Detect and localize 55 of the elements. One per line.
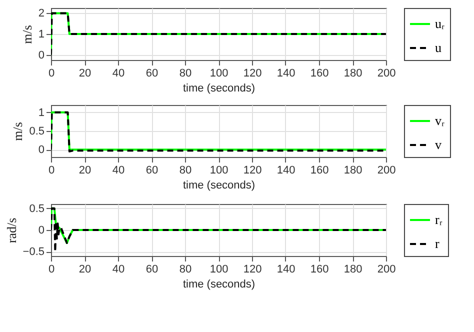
x-tick-label: 180: [344, 68, 362, 80]
y-tick-label: 0: [38, 224, 44, 236]
y-tick-label: 0: [38, 144, 44, 156]
x-tick-label: 20: [78, 264, 92, 276]
x-tick-label: 0: [48, 164, 55, 176]
x-tick-label: 0: [48, 264, 55, 276]
x-axis-title: time (seconds): [182, 82, 256, 94]
x-tick-label: 20: [78, 164, 92, 176]
x-tick-label: 60: [146, 164, 158, 176]
x-tick-label: 140: [276, 264, 296, 276]
x-tick-label: 200: [377, 68, 396, 80]
x-tick-label: 80: [179, 68, 192, 80]
x-tick-label: 20: [78, 68, 92, 80]
x-tick-label: 160: [310, 68, 329, 80]
y-axis-title: m/s: [19, 25, 34, 44]
legend-label: rᵣ: [435, 212, 442, 227]
x-tick-label: 120: [243, 68, 262, 80]
x-tick-label: 60: [146, 264, 158, 276]
legend-label: u: [435, 40, 442, 55]
text: vᵣ: [435, 113, 444, 128]
x-tick-label: 140: [276, 68, 296, 80]
x-tick-label: 40: [112, 264, 125, 276]
y-tick-label: 0: [38, 49, 44, 62]
x-tick-label: 140: [276, 164, 296, 176]
x-tick-label: 200: [377, 164, 396, 176]
x-tick-label: 180: [344, 264, 362, 276]
x-tick-label: 80: [179, 164, 192, 176]
x-tick-label: 40: [112, 164, 125, 176]
x-tick-label: 120: [243, 264, 262, 276]
y-tick-label: 1: [38, 106, 44, 119]
y-axis-title: m/s: [10, 122, 26, 141]
y-tick-label: 2: [38, 8, 44, 20]
x-tick-label: 180: [344, 164, 362, 176]
y-tick-label: 0.5: [29, 202, 44, 215]
line-series: [51, 207, 386, 253]
x-tick-label: 100: [210, 68, 228, 80]
x-tick-label: 0: [48, 68, 55, 80]
x-tick-label: 120: [243, 164, 262, 176]
x-tick-label: 80: [179, 264, 192, 276]
y-tick-label: 1: [38, 28, 44, 40]
x-tick-label: 160: [310, 264, 329, 276]
x-tick-label: 200: [377, 264, 396, 276]
x-tick-label: 160: [310, 164, 329, 176]
legend-label: uᵣ: [435, 16, 444, 31]
x-tick-label: 100: [210, 264, 228, 276]
legend-label: r: [435, 236, 440, 251]
x-tick-label: 100: [210, 164, 228, 176]
y-tick-label: 0.5: [29, 126, 44, 138]
x-axis-title: time (seconds): [182, 278, 256, 290]
y-tick-label: −0.5: [22, 246, 44, 258]
x-tick-label: 60: [146, 68, 158, 80]
y-axis-title: rad/s: [4, 218, 19, 244]
x-tick-label: 40: [112, 68, 125, 80]
text: v: [435, 137, 442, 152]
x-axis-title: time (seconds): [182, 180, 256, 192]
